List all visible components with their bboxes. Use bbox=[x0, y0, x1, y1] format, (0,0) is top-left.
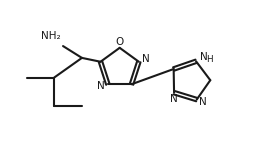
Text: NH₂: NH₂ bbox=[41, 31, 60, 41]
Text: H: H bbox=[206, 55, 212, 64]
Text: N: N bbox=[200, 52, 208, 62]
Text: N: N bbox=[199, 97, 207, 107]
Text: O: O bbox=[116, 37, 124, 47]
Text: N: N bbox=[142, 54, 150, 64]
Text: N: N bbox=[97, 80, 105, 91]
Text: N: N bbox=[170, 94, 177, 104]
